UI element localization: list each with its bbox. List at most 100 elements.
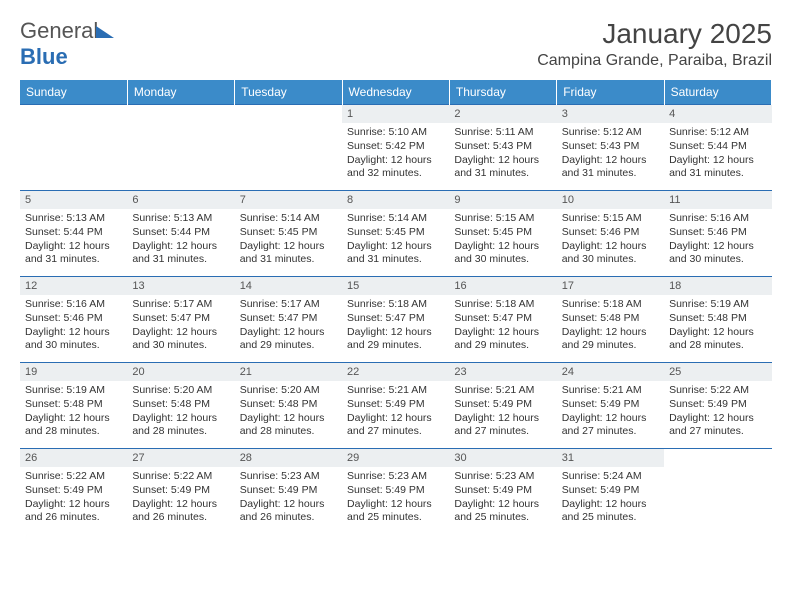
calendar-day-cell: 1Sunrise: 5:10 AMSunset: 5:42 PMDaylight…: [342, 105, 449, 191]
day-number: 17: [557, 277, 664, 295]
day-details: Sunrise: 5:22 AMSunset: 5:49 PMDaylight:…: [20, 467, 127, 529]
day-number: 29: [342, 449, 449, 467]
weekday-header: Sunday: [20, 80, 127, 105]
day-number: 6: [127, 191, 234, 209]
day-details: Sunrise: 5:17 AMSunset: 5:47 PMDaylight:…: [127, 295, 234, 357]
day-number: 18: [664, 277, 771, 295]
day-details: Sunrise: 5:15 AMSunset: 5:45 PMDaylight:…: [449, 209, 556, 271]
day-number: 16: [449, 277, 556, 295]
calendar-day-cell: 29Sunrise: 5:23 AMSunset: 5:49 PMDayligh…: [342, 449, 449, 535]
calendar-day-cell: 11Sunrise: 5:16 AMSunset: 5:46 PMDayligh…: [664, 191, 771, 277]
calendar-day-cell: 23Sunrise: 5:21 AMSunset: 5:49 PMDayligh…: [449, 363, 556, 449]
calendar-day-cell: 7Sunrise: 5:14 AMSunset: 5:45 PMDaylight…: [235, 191, 342, 277]
calendar-week-row: 12Sunrise: 5:16 AMSunset: 5:46 PMDayligh…: [20, 277, 772, 363]
day-details: Sunrise: 5:16 AMSunset: 5:46 PMDaylight:…: [664, 209, 771, 271]
title-block: January 2025 Campina Grande, Paraiba, Br…: [537, 18, 772, 70]
day-details: Sunrise: 5:22 AMSunset: 5:49 PMDaylight:…: [664, 381, 771, 443]
day-number: 22: [342, 363, 449, 381]
logo: General Blue: [20, 18, 114, 70]
day-details: Sunrise: 5:23 AMSunset: 5:49 PMDaylight:…: [342, 467, 449, 529]
day-number: 31: [557, 449, 664, 467]
day-number: 24: [557, 363, 664, 381]
day-number: 26: [20, 449, 127, 467]
day-number: 12: [20, 277, 127, 295]
calendar-day-cell: 24Sunrise: 5:21 AMSunset: 5:49 PMDayligh…: [557, 363, 664, 449]
calendar-day-cell: 31Sunrise: 5:24 AMSunset: 5:49 PMDayligh…: [557, 449, 664, 535]
day-number: 20: [127, 363, 234, 381]
calendar-week-row: 19Sunrise: 5:19 AMSunset: 5:48 PMDayligh…: [20, 363, 772, 449]
calendar-day-cell: 19Sunrise: 5:19 AMSunset: 5:48 PMDayligh…: [20, 363, 127, 449]
calendar-day-cell: 22Sunrise: 5:21 AMSunset: 5:49 PMDayligh…: [342, 363, 449, 449]
day-details: Sunrise: 5:10 AMSunset: 5:42 PMDaylight:…: [342, 123, 449, 185]
calendar-day-cell: 8Sunrise: 5:14 AMSunset: 5:45 PMDaylight…: [342, 191, 449, 277]
location: Campina Grande, Paraiba, Brazil: [537, 52, 772, 70]
calendar-day-cell: 3Sunrise: 5:12 AMSunset: 5:43 PMDaylight…: [557, 105, 664, 191]
day-number: 14: [235, 277, 342, 295]
weekday-header: Wednesday: [342, 80, 449, 105]
day-number: 4: [664, 105, 771, 123]
calendar-day-cell: 13Sunrise: 5:17 AMSunset: 5:47 PMDayligh…: [127, 277, 234, 363]
day-number: 21: [235, 363, 342, 381]
logo-word-blue: Blue: [20, 44, 68, 69]
day-details: Sunrise: 5:20 AMSunset: 5:48 PMDaylight:…: [235, 381, 342, 443]
day-number: 19: [20, 363, 127, 381]
day-number: 5: [20, 191, 127, 209]
day-number: 1: [342, 105, 449, 123]
weekday-row: SundayMondayTuesdayWednesdayThursdayFrid…: [20, 80, 772, 105]
day-number: 7: [235, 191, 342, 209]
calendar-day-cell: 28Sunrise: 5:23 AMSunset: 5:49 PMDayligh…: [235, 449, 342, 535]
calendar-day-cell: 4Sunrise: 5:12 AMSunset: 5:44 PMDaylight…: [664, 105, 771, 191]
day-number: 10: [557, 191, 664, 209]
logo-sail-icon: [96, 26, 114, 38]
logo-word-general: General: [20, 18, 98, 43]
day-details: Sunrise: 5:14 AMSunset: 5:45 PMDaylight:…: [235, 209, 342, 271]
calendar-day-cell: 2Sunrise: 5:11 AMSunset: 5:43 PMDaylight…: [449, 105, 556, 191]
day-details: Sunrise: 5:18 AMSunset: 5:47 PMDaylight:…: [342, 295, 449, 357]
day-details: Sunrise: 5:21 AMSunset: 5:49 PMDaylight:…: [449, 381, 556, 443]
day-details: Sunrise: 5:18 AMSunset: 5:47 PMDaylight:…: [449, 295, 556, 357]
day-details: Sunrise: 5:21 AMSunset: 5:49 PMDaylight:…: [342, 381, 449, 443]
calendar-day-cell: 9Sunrise: 5:15 AMSunset: 5:45 PMDaylight…: [449, 191, 556, 277]
day-number: 8: [342, 191, 449, 209]
weekday-header: Thursday: [449, 80, 556, 105]
weekday-header: Friday: [557, 80, 664, 105]
day-number: 15: [342, 277, 449, 295]
weekday-header: Monday: [127, 80, 234, 105]
calendar-head: SundayMondayTuesdayWednesdayThursdayFrid…: [20, 80, 772, 105]
calendar-day-cell: 12Sunrise: 5:16 AMSunset: 5:46 PMDayligh…: [20, 277, 127, 363]
day-number: 25: [664, 363, 771, 381]
calendar-day-cell: 17Sunrise: 5:18 AMSunset: 5:48 PMDayligh…: [557, 277, 664, 363]
calendar-day-cell: 6Sunrise: 5:13 AMSunset: 5:44 PMDaylight…: [127, 191, 234, 277]
day-details: Sunrise: 5:17 AMSunset: 5:47 PMDaylight:…: [235, 295, 342, 357]
calendar-day-cell: 16Sunrise: 5:18 AMSunset: 5:47 PMDayligh…: [449, 277, 556, 363]
calendar-table: SundayMondayTuesdayWednesdayThursdayFrid…: [20, 80, 772, 534]
day-details: Sunrise: 5:23 AMSunset: 5:49 PMDaylight:…: [449, 467, 556, 529]
day-details: Sunrise: 5:16 AMSunset: 5:46 PMDaylight:…: [20, 295, 127, 357]
calendar-day-cell: 5Sunrise: 5:13 AMSunset: 5:44 PMDaylight…: [20, 191, 127, 277]
day-details: Sunrise: 5:12 AMSunset: 5:44 PMDaylight:…: [664, 123, 771, 185]
day-details: Sunrise: 5:13 AMSunset: 5:44 PMDaylight:…: [127, 209, 234, 271]
day-details: Sunrise: 5:19 AMSunset: 5:48 PMDaylight:…: [20, 381, 127, 443]
calendar-day-cell: 10Sunrise: 5:15 AMSunset: 5:46 PMDayligh…: [557, 191, 664, 277]
day-number: 11: [664, 191, 771, 209]
weekday-header: Saturday: [664, 80, 771, 105]
day-number: 3: [557, 105, 664, 123]
day-details: Sunrise: 5:18 AMSunset: 5:48 PMDaylight:…: [557, 295, 664, 357]
calendar-day-cell: 25Sunrise: 5:22 AMSunset: 5:49 PMDayligh…: [664, 363, 771, 449]
day-number: 30: [449, 449, 556, 467]
calendar-day-cell: 27Sunrise: 5:22 AMSunset: 5:49 PMDayligh…: [127, 449, 234, 535]
calendar-day-cell: ..: [664, 449, 771, 535]
calendar-day-cell: 18Sunrise: 5:19 AMSunset: 5:48 PMDayligh…: [664, 277, 771, 363]
calendar-day-cell: ..: [127, 105, 234, 191]
day-details: Sunrise: 5:21 AMSunset: 5:49 PMDaylight:…: [557, 381, 664, 443]
calendar-day-cell: ..: [235, 105, 342, 191]
weekday-header: Tuesday: [235, 80, 342, 105]
calendar-body: ......1Sunrise: 5:10 AMSunset: 5:42 PMDa…: [20, 105, 772, 535]
calendar-day-cell: ..: [20, 105, 127, 191]
day-details: Sunrise: 5:22 AMSunset: 5:49 PMDaylight:…: [127, 467, 234, 529]
day-details: Sunrise: 5:24 AMSunset: 5:49 PMDaylight:…: [557, 467, 664, 529]
calendar-day-cell: 15Sunrise: 5:18 AMSunset: 5:47 PMDayligh…: [342, 277, 449, 363]
month-title: January 2025: [537, 18, 772, 50]
day-details: Sunrise: 5:20 AMSunset: 5:48 PMDaylight:…: [127, 381, 234, 443]
day-number: 27: [127, 449, 234, 467]
